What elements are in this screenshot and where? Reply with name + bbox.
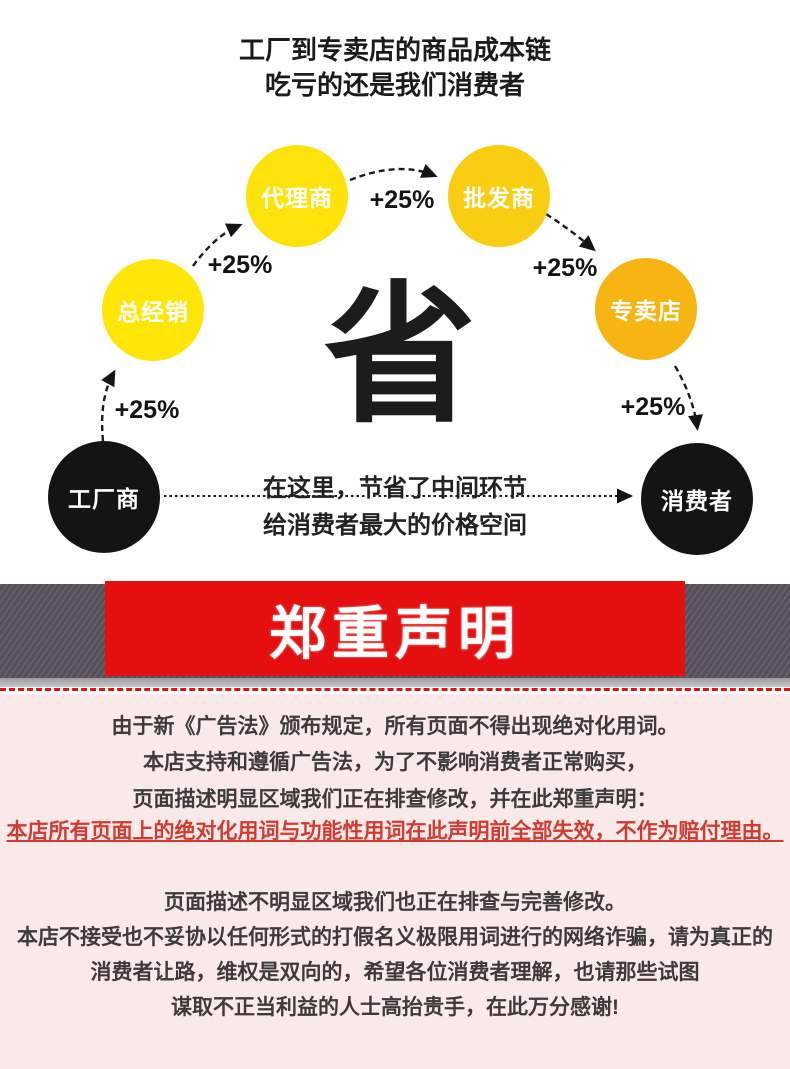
red-dashed-separator [0,687,790,694]
arrow-agent-to-wholesaler [349,163,438,182]
band-bottom-strip [0,678,790,687]
disclaimer-highlight-line: 本店所有页面上的绝对化用词与功能性用词在此声明前全部失效，不作为赔付理由。 [6,820,784,843]
disclaimer-line: 由于新《广告法》颁布规定，所有页面不得出现绝对化用词。 [111,715,679,738]
arrow-wholesaler-to-store [545,212,596,252]
disclaimer-line: 本店不接受也不妥协以任何形式的打假名义极限用词进行的网络诈骗，请为真正的 [17,926,773,949]
markup-label-3: +25% [369,186,435,214]
flow-arrows [100,163,703,504]
node-factory-label: 工厂商 [68,486,140,512]
node-agent: 代理商 [246,145,348,247]
cost-chain-diagram-section: 工厂到专卖店的商品成本链 吃亏的还是我们消费者 工厂商 总经销 代理商 批发商 … [48,35,753,555]
node-wholesaler-label: 批发商 [463,185,535,211]
caption-line2: 给消费者最大的价格空间 [263,512,527,539]
disclaimer-section: 由于新《广告法》颁布规定，所有页面不得出现绝对化用词。 本店支持和遵循广告法，为… [0,694,790,1069]
node-factory: 工厂商 [48,441,160,553]
node-consumer-label: 消费者 [661,488,733,514]
disclaimer-line: 本店支持和遵循广告法，为了不影响消费者正常购买， [143,751,647,774]
arrow-distributor-to-agent [192,223,243,267]
caption-line1: 在这里，节省了中间环节 [263,475,527,502]
disclaimer-line: 消费者让路，维权是双向的，希望各位消费者理解，也请那些试图 [90,961,700,984]
diagram-title-line2: 吃亏的还是我们消费者 [264,70,525,100]
declaration-banner-label: 郑重声明 [269,601,521,666]
disclaimer-line: 页面描述明显区域我们正在排查修改，并在此郑重声明： [132,788,658,811]
node-wholesaler: 批发商 [448,145,550,247]
node-store-label: 专卖店 [610,298,682,324]
markup-label-1: +25% [114,396,180,424]
markup-label-4: +25% [532,254,598,282]
node-agent-label: 代理商 [261,185,333,211]
node-distributor-label: 总经销 [117,299,189,325]
node-consumer: 消费者 [641,443,753,555]
disclaimer-line: 页面描述不明显区域我们也正在排查与完善修改。 [164,891,626,914]
save-character: 省 [324,271,476,441]
node-distributor: 总经销 [102,259,204,361]
markup-label-5: +25% [620,393,686,421]
arrow-factory-to-distributor [100,369,116,442]
node-store: 专卖店 [595,258,697,360]
markup-label-2: +25% [207,251,273,279]
red-dashed-line [0,688,790,691]
declaration-banner: 郑重声明 [105,581,685,676]
disclaimer-line: 谋取不正当利益的人士高抬贵手，在此万分感谢! [171,996,619,1019]
arrow-store-to-consumer [673,365,703,431]
diagram-title-line1: 工厂到专卖店的商品成本链 [238,35,551,65]
